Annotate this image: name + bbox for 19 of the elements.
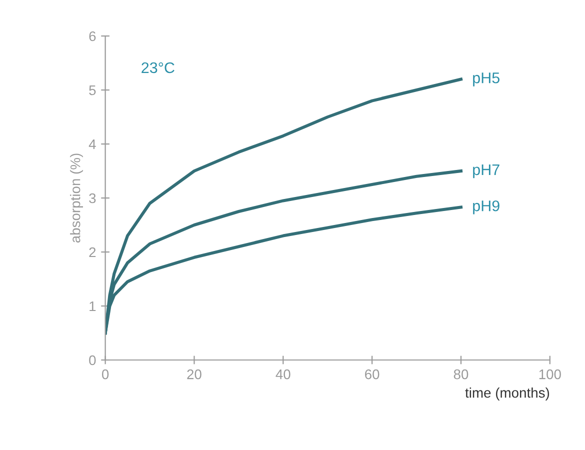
y-tick-label: 3 — [89, 193, 96, 204]
y-tick-label: 0 — [89, 355, 96, 366]
y-tick-label: 2 — [89, 247, 96, 258]
x-tick-label: 20 — [187, 369, 202, 380]
y-axis-title: absorption (%) — [70, 154, 83, 243]
y-tick-label: 6 — [89, 31, 96, 42]
series-label: pH9 — [473, 200, 500, 214]
x-tick-label: 80 — [454, 369, 468, 380]
y-tick-label: 1 — [90, 301, 96, 312]
series-label: pH7 — [473, 164, 500, 178]
x-tick-label: 40 — [276, 369, 290, 380]
x-tick-label: 100 — [539, 369, 561, 380]
series-label: pH5 — [473, 72, 500, 86]
x-tick-label: 0 — [102, 369, 109, 380]
y-tick-label: 5 — [89, 85, 96, 96]
y-tick-label: 4 — [88, 139, 96, 150]
x-axis-title: time (months) — [465, 388, 550, 400]
annotation: 23°C — [142, 62, 174, 74]
x-tick-label: 60 — [365, 369, 380, 380]
